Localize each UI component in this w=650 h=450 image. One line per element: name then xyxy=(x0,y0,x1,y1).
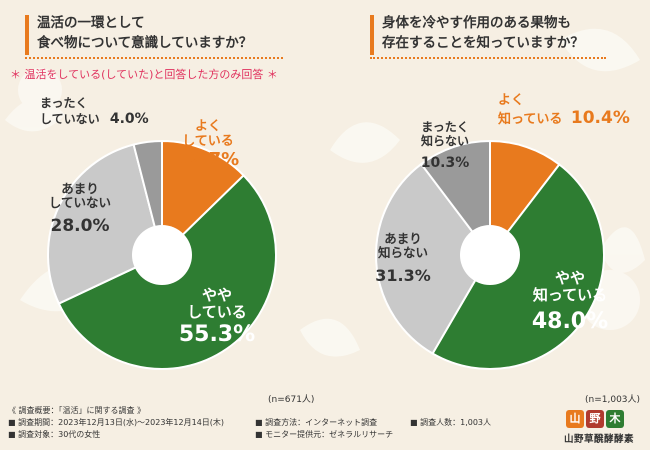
footer-line: ■ 調査対象：30代の女性 xyxy=(8,430,101,439)
logo-char: 野 xyxy=(586,410,604,428)
footer-line: ■ モニター提供元：ゼネラルリサーチ xyxy=(255,430,394,439)
title-accent-bar xyxy=(25,15,29,55)
right-label-well-known: よく 知っている 10.4% xyxy=(498,93,630,128)
title-underline xyxy=(370,57,606,59)
title-underline xyxy=(25,57,283,59)
respondent-note: ＊ 温活をしている(していた)と回答した方のみ回答 ＊ xyxy=(10,68,278,81)
leaf-icon xyxy=(300,318,360,357)
slice-little-known xyxy=(375,162,492,355)
left-question-title: 温活の一環として 食べ物について意識していますか？ xyxy=(25,13,283,59)
logo-char: 山 xyxy=(566,410,584,428)
logo-char: 木 xyxy=(606,410,624,428)
slice-often xyxy=(161,139,246,258)
footer-line: 《 調査概要：「温活」に関する調査 》 xyxy=(8,406,146,415)
right-label-somewhat-known: やや 知っている 48.0% xyxy=(531,269,609,334)
slice-somewhat-known xyxy=(431,163,605,370)
left-title-line-2: 食べ物について意識していますか？ xyxy=(37,35,253,51)
blossom-icon xyxy=(18,68,62,112)
slice-unknown xyxy=(419,139,491,258)
left-label-somewhat: やや している 55.3% xyxy=(178,286,256,347)
survey-summary-col-3: ■ 調査人数：1,003人 xyxy=(410,417,491,429)
left-label-not-much: あまり していない 28.0% xyxy=(48,181,112,236)
footer-line: ■ 調査人数：1,003人 xyxy=(410,418,492,427)
right-sample-size: (n=1,003人) xyxy=(585,395,641,405)
right-title-line-1: 身体を冷やす作用のある果物も xyxy=(382,15,571,31)
title-accent-bar xyxy=(370,15,374,55)
right-label-little-known: あまり 知らない 31.3% xyxy=(375,231,431,285)
footer-line: ■ 調査期間：2023年12月13日(水)～2023年12月14日(木) xyxy=(8,418,225,427)
right-question-title: 身体を冷やす作用のある果物も 存在することを知っていますか？ xyxy=(370,13,606,59)
donut-hole xyxy=(460,225,520,285)
donut-hole xyxy=(132,225,192,285)
leaf-icon xyxy=(330,122,400,163)
slice-well-known xyxy=(489,139,561,258)
left-label-rarely-not: まったく していない 4.0% xyxy=(40,96,149,127)
brand-logo: 山 野 木 山野草醗酵酵素 xyxy=(560,410,650,448)
leaf-icon xyxy=(560,28,640,72)
right-title-line-2: 存在することを知っていますか？ xyxy=(382,35,584,51)
survey-summary-col-2: ■ 調査方法：インターネット調査 ■ モニター提供元：ゼネラルリサーチ xyxy=(255,417,393,441)
footer-line: ■ 調査方法：インターネット調査 xyxy=(255,418,378,427)
logo-text: 山野草醗酵酵素 xyxy=(564,434,635,445)
leaf-icon xyxy=(600,227,645,273)
left-title-line-1: 温活の一環として xyxy=(37,15,145,31)
left-sample-size: (n=671人) xyxy=(268,395,315,405)
right-label-unknown: まったく 知らない 10.3% xyxy=(420,120,470,171)
survey-summary-col-1: 《 調査概要：「温活」に関する調査 》 ■ 調査期間：2023年12月13日(水… xyxy=(8,405,224,441)
left-label-often: よく している 12.7% xyxy=(176,119,240,170)
